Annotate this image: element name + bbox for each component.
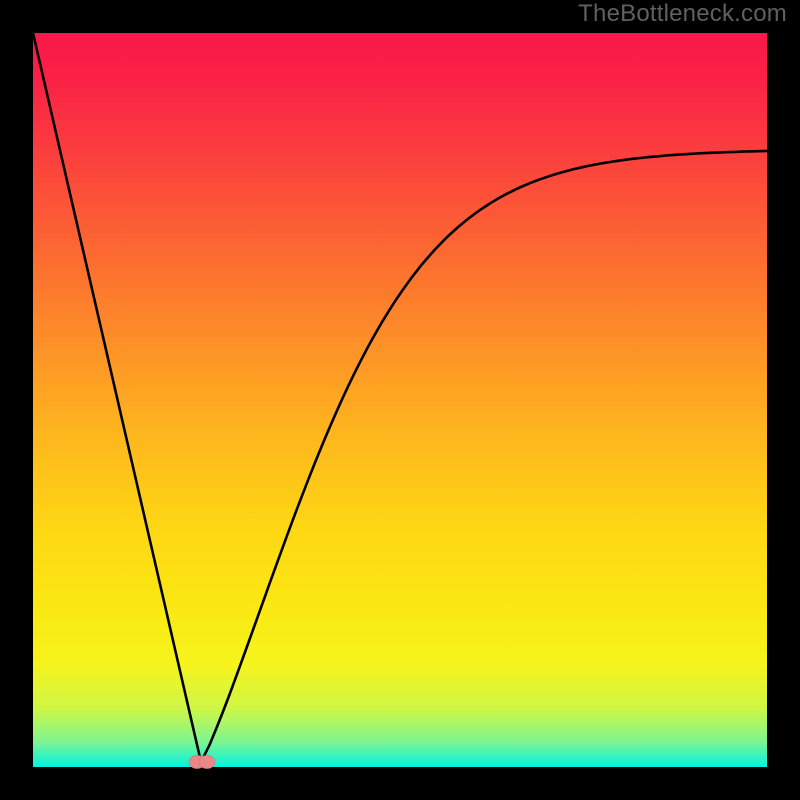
plot-background bbox=[33, 33, 767, 767]
marker-ellipse bbox=[199, 756, 215, 769]
watermark-text: TheBottleneck.com bbox=[578, 0, 787, 28]
bottleneck-chart bbox=[0, 0, 800, 800]
min-marker bbox=[189, 756, 215, 769]
chart-container: { "watermark": { "text": "TheBottleneck.… bbox=[0, 0, 800, 800]
